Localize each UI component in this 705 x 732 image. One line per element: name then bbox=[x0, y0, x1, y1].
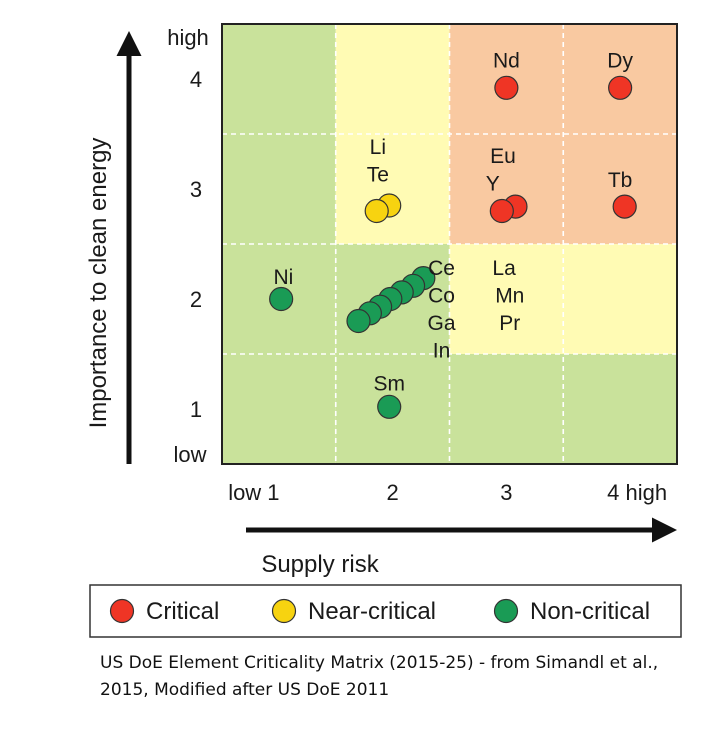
element-label-tb: Tb bbox=[608, 169, 633, 192]
dashed-grid bbox=[222, 24, 677, 464]
element-label-ce: Ce bbox=[428, 257, 455, 280]
x-tick-2: 2 bbox=[387, 480, 399, 505]
point-tb bbox=[612, 194, 637, 219]
legend: Critical Near-critical Non-critical bbox=[89, 584, 682, 638]
legend-marker-critical bbox=[109, 598, 135, 624]
y-tick-4: 4 bbox=[190, 67, 202, 92]
element-points bbox=[269, 75, 637, 419]
x-tick-1: low 1 bbox=[228, 480, 279, 505]
element-label-ni: Ni bbox=[274, 266, 294, 289]
point-sm bbox=[377, 394, 402, 419]
y-tick-2: 2 bbox=[190, 287, 202, 312]
y-tick-labels: 1 2 3 4 bbox=[190, 67, 202, 422]
legend-label-non-critical: Non-critical bbox=[530, 598, 650, 625]
element-label-co: Co bbox=[428, 285, 455, 308]
x-tick-4: 4 high bbox=[607, 480, 667, 505]
point-y bbox=[489, 198, 514, 224]
element-label-eu: Eu bbox=[490, 145, 516, 168]
plot-frame bbox=[221, 23, 678, 465]
element-label-dy: Dy bbox=[607, 49, 633, 72]
element-label-pr: Pr bbox=[499, 312, 520, 335]
point-dy bbox=[608, 75, 633, 100]
element-label-in: In bbox=[433, 340, 451, 363]
figure-caption: US DoE Element Criticality Matrix (2015-… bbox=[100, 653, 659, 700]
element-labels: Nd Dy Li Te Eu Y Tb Ni Ce Co Ga In La Mn Pr Sm bbox=[274, 49, 634, 395]
point-pr bbox=[346, 308, 371, 334]
x-tick-3: 3 bbox=[500, 480, 512, 505]
region-non-critical-2 bbox=[449, 354, 677, 464]
element-label-ga: Ga bbox=[428, 312, 456, 335]
element-label-te: Te bbox=[367, 164, 389, 187]
y-high-label: high bbox=[167, 25, 209, 50]
x-axis-title: Supply risk bbox=[261, 551, 379, 578]
y-low-label: low bbox=[173, 442, 206, 467]
element-label-y: Y bbox=[486, 173, 500, 196]
legend-box bbox=[89, 584, 682, 638]
element-label-sm: Sm bbox=[373, 373, 405, 396]
legend-label-near-critical: Near-critical bbox=[308, 598, 436, 625]
y-axis-title: Importance to clean energy bbox=[85, 138, 112, 429]
y-tick-3: 3 bbox=[190, 177, 202, 202]
element-label-la: La bbox=[492, 257, 516, 280]
point-te bbox=[364, 198, 389, 224]
y-tick-1: 1 bbox=[190, 397, 202, 422]
legend-marker-non-critical bbox=[493, 598, 519, 624]
element-label-mn: Mn bbox=[495, 285, 524, 308]
point-ni bbox=[269, 286, 294, 312]
point-nd bbox=[494, 75, 519, 100]
element-label-nd: Nd bbox=[493, 49, 520, 72]
element-label-li: Li bbox=[370, 136, 386, 159]
x-tick-labels: low 1 2 3 4 high bbox=[228, 480, 667, 505]
legend-marker-near-critical bbox=[271, 598, 297, 624]
criticality-matrix-chart: Nd Dy Li Te Eu Y Tb Ni Ce Co Ga In La Mn Pr Sm 1 2 3 4 low… bbox=[85, 23, 682, 638]
legend-label-critical: Critical bbox=[146, 598, 219, 625]
